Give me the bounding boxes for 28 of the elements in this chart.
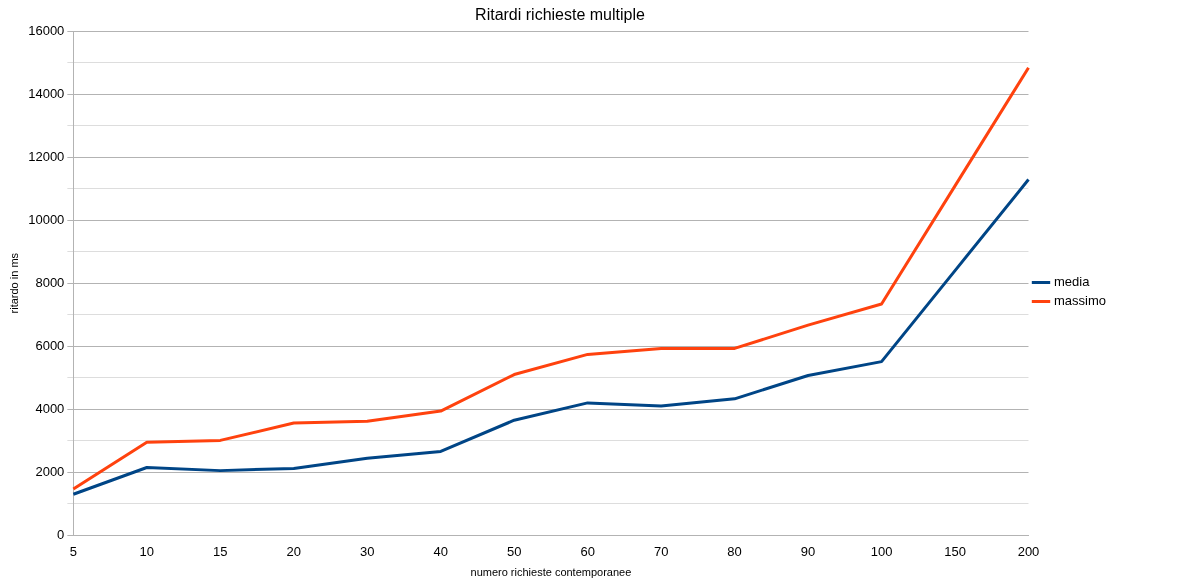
y-tick-label: 2000 bbox=[35, 463, 65, 479]
y-tick-label: 6000 bbox=[35, 337, 65, 353]
x-tick-label: 15 bbox=[213, 543, 228, 559]
legend-label: massimo bbox=[1053, 293, 1107, 309]
y-tick-label: 12000 bbox=[28, 148, 65, 164]
x-tick-label: 70 bbox=[653, 543, 669, 559]
y-tick-label: 14000 bbox=[28, 85, 65, 101]
x-tick-label: 50 bbox=[506, 543, 522, 559]
x-axis-title: numero richieste contemporanee bbox=[470, 566, 632, 579]
x-tick-label: 30 bbox=[360, 543, 375, 559]
x-tick-label: 40 bbox=[433, 543, 448, 559]
legend-label: media bbox=[1053, 274, 1091, 290]
x-tick-label: 80 bbox=[727, 543, 742, 559]
x-tick-label: 90 bbox=[800, 543, 816, 559]
chart-title: Ritardi richieste multiple bbox=[475, 6, 646, 24]
x-tick-label: 200 bbox=[1017, 543, 1040, 559]
x-tick-label: 60 bbox=[580, 543, 595, 559]
y-tick-label: 4000 bbox=[35, 400, 65, 416]
y-tick-label: 10000 bbox=[28, 211, 65, 227]
y-tick-label: 0 bbox=[57, 526, 65, 542]
x-tick-label: 20 bbox=[286, 543, 301, 559]
y-tick-label: 16000 bbox=[28, 22, 65, 38]
x-tick-label: 100 bbox=[870, 543, 893, 559]
y-axis-title: ritardo in ms bbox=[7, 252, 20, 314]
x-tick-label: 10 bbox=[139, 543, 155, 559]
y-tick-label: 8000 bbox=[35, 274, 65, 290]
x-tick-label: 5 bbox=[69, 543, 77, 559]
x-tick-label: 150 bbox=[944, 543, 966, 559]
